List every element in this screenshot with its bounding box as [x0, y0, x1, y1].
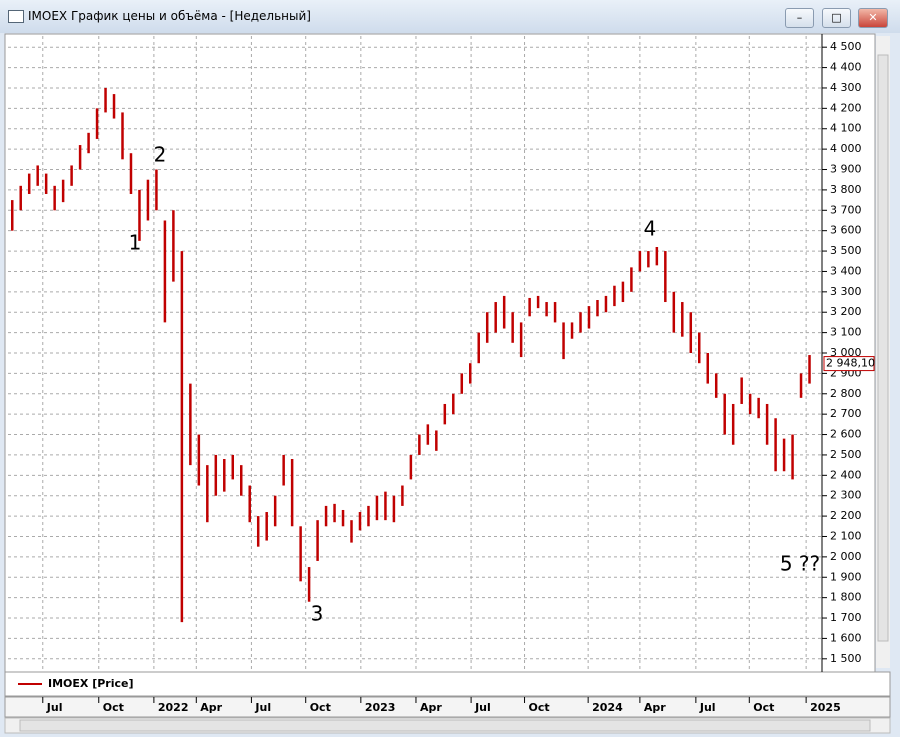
window-title: IMOEX График цены и объёма - [Недельный] — [28, 9, 311, 23]
y-tick-label: 1 500 — [830, 652, 862, 665]
x-tick-label: 2023 — [365, 701, 396, 714]
x-tick-label: 2025 — [810, 701, 841, 714]
y-tick-label: 1 900 — [830, 570, 862, 583]
x-tick-label: Oct — [753, 701, 774, 714]
legend-label: IMOEX [Price] — [48, 677, 134, 690]
y-tick-label: 3 800 — [830, 183, 862, 196]
y-tick-label: 2 600 — [830, 428, 862, 441]
x-tick-label: 2022 — [158, 701, 189, 714]
y-tick-label: 3 700 — [830, 203, 862, 216]
x-tick-label: Apr — [200, 701, 222, 714]
x-tick-label: Jul — [254, 701, 271, 714]
x-tick-label: Oct — [310, 701, 331, 714]
plot-background — [4, 33, 876, 675]
y-tick-label: 2 500 — [830, 448, 862, 461]
y-tick-label: 2 800 — [830, 387, 862, 400]
y-tick-label: 2 200 — [830, 509, 862, 522]
y-tick-label: 2 100 — [830, 529, 862, 542]
y-tick-label: 2 400 — [830, 468, 862, 481]
y-tick-label: 4 200 — [830, 101, 862, 114]
annotation: 3 — [311, 602, 324, 626]
x-axis-area — [4, 696, 891, 718]
last-price-label: 2 948,10 — [826, 357, 875, 370]
window-icon — [8, 10, 24, 23]
y-tick-label: 3 000 — [830, 346, 862, 359]
close-button[interactable]: ✕ — [858, 8, 888, 28]
legend-area — [4, 671, 891, 697]
y-tick-label: 1 700 — [830, 611, 862, 624]
x-tick-label: Oct — [529, 701, 550, 714]
v-scroll-thumb[interactable] — [877, 54, 889, 642]
title-bar: IMOEX График цены и объёма - [Недельный]… — [0, 0, 900, 33]
maximize-button[interactable]: □ — [822, 8, 851, 28]
y-tick-label: 4 100 — [830, 122, 862, 135]
y-tick-label: 4 300 — [830, 81, 862, 94]
y-tick-label: 3 600 — [830, 224, 862, 237]
last-price-box — [823, 356, 875, 372]
y-tick-label: 4 500 — [830, 40, 862, 53]
x-tick-label: Jul — [474, 701, 491, 714]
annotation: 1 — [129, 231, 142, 255]
y-tick-label: 1 800 — [830, 591, 862, 604]
y-tick-label: 3 400 — [830, 264, 862, 277]
y-tick-label: 3 100 — [830, 326, 862, 339]
h-scroll-thumb[interactable] — [19, 719, 871, 732]
y-tick-label: 2 000 — [830, 550, 862, 563]
x-tick-label: Oct — [103, 701, 124, 714]
y-tick-label: 3 900 — [830, 163, 862, 176]
y-tick-label: 4 000 — [830, 142, 862, 155]
minimize-button[interactable]: – — [785, 8, 814, 28]
y-tick-label: 3 500 — [830, 244, 862, 257]
x-tick-label: Apr — [644, 701, 666, 714]
y-tick-label: 2 300 — [830, 489, 862, 502]
y-tick-label: 4 400 — [830, 61, 862, 74]
x-tick-label: Jul — [699, 701, 716, 714]
x-tick-label: 2024 — [592, 701, 623, 714]
y-tick-label: 1 600 — [830, 631, 862, 644]
x-tick-label: Jul — [46, 701, 63, 714]
annotation: 4 — [644, 217, 657, 241]
annotation: 5 ?? — [780, 552, 820, 576]
x-tick-label: Apr — [420, 701, 442, 714]
annotation: 2 — [154, 143, 167, 167]
y-tick-label: 3 200 — [830, 305, 862, 318]
y-tick-label: 3 300 — [830, 285, 862, 298]
y-tick-label: 2 700 — [830, 407, 862, 420]
